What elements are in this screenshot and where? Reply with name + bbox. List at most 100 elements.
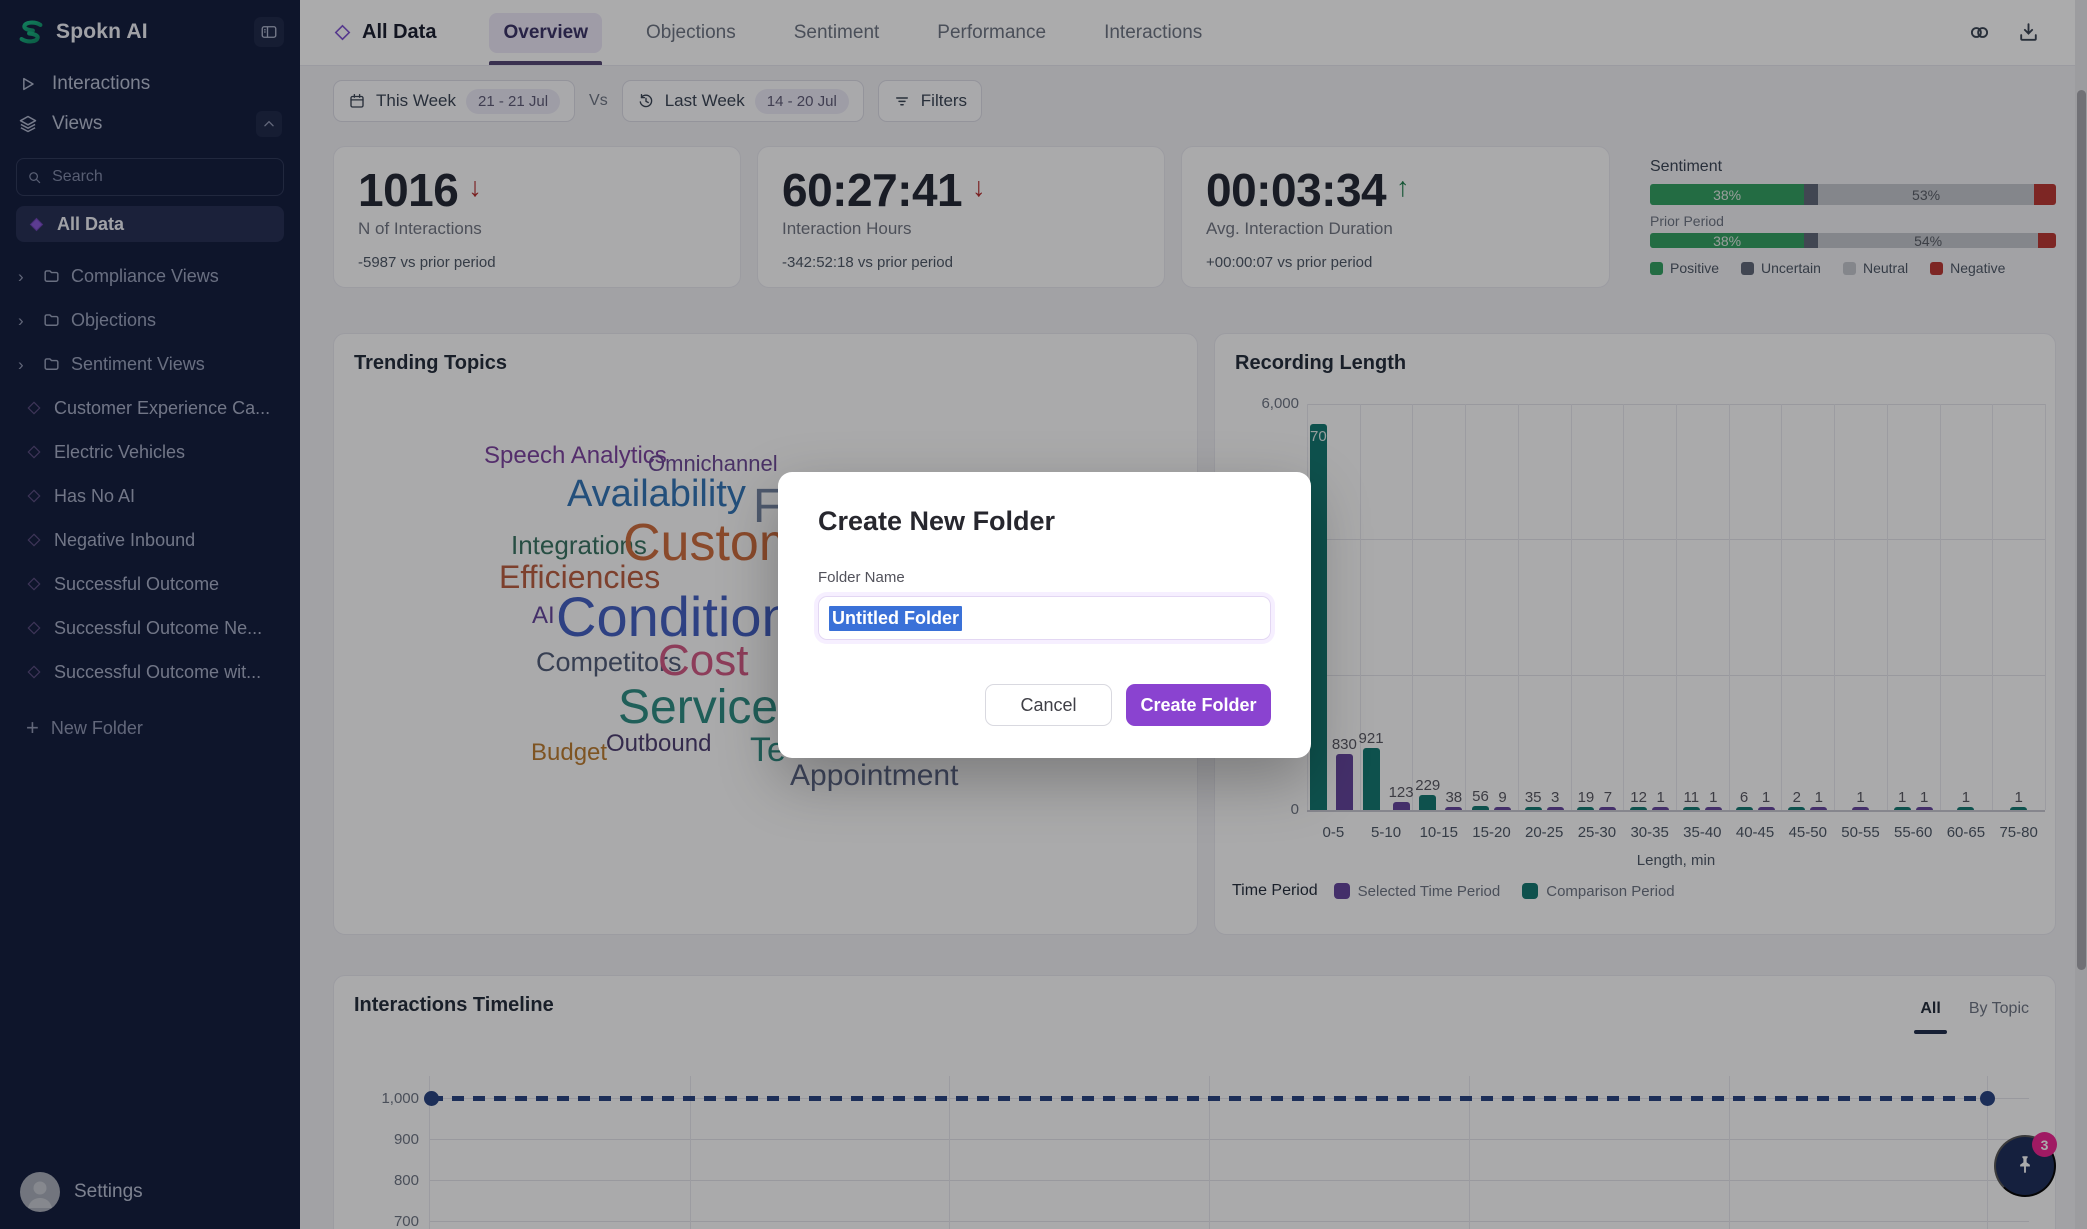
filters-button[interactable]: Filters (877, 80, 983, 122)
folder-name-input[interactable]: Untitled Folder (818, 596, 1271, 640)
tab-performance[interactable]: Performance (923, 0, 1060, 65)
page-scrollbar[interactable] (2075, 0, 2087, 1229)
sidebar-view-has-no-ai[interactable]: Has No AI (0, 474, 300, 518)
trend-up-icon: ↑ (1396, 172, 1410, 202)
tab-label: Overview (489, 12, 602, 53)
sidebar-view-customer-experience-ca[interactable]: Customer Experience Ca... (0, 386, 300, 430)
legend-label: Selected Time Period (1357, 882, 1501, 900)
topic-word-cost[interactable]: Cost (658, 636, 749, 685)
legend-item-negative: Negative (1930, 260, 2005, 276)
chevron-right-icon: › (18, 354, 24, 374)
views-collapse-button[interactable] (256, 111, 282, 137)
sidebar-item-label: Views (52, 113, 103, 134)
bar-selected-time-period (1704, 807, 1722, 810)
gridline (1412, 404, 1414, 810)
bar-comparison-period (2010, 807, 2028, 810)
tab-label: Sentiment (793, 21, 880, 43)
tab-objections[interactable]: Objections (632, 0, 750, 65)
bar-value-label: 1 (1898, 789, 1907, 806)
tab-overview[interactable]: Overview (489, 0, 602, 65)
sidebar-folder-compliance-views[interactable]: › Compliance Views (18, 265, 219, 286)
sidebar-item-all-data[interactable]: All Data (16, 206, 284, 242)
sidebar-item-views[interactable]: Views (0, 104, 300, 144)
comparison-selector-button[interactable]: Last Week 14 - 20 Jul (621, 80, 864, 122)
tab-label: Interactions (1104, 21, 1203, 43)
download-button[interactable] (2016, 20, 2041, 45)
y-tick: 800 (393, 1172, 419, 1189)
bar-group-10-15: 229 38 (1412, 404, 1465, 810)
sidebar-collapse-button[interactable] (254, 17, 284, 47)
data-point (424, 1091, 439, 1106)
topic-word-custom[interactable]: Custom (623, 514, 803, 572)
sidebar-view-negative-inbound[interactable]: Negative Inbound (0, 518, 300, 562)
new-folder-button[interactable]: + New Folder (0, 708, 300, 748)
scrollbar-thumb[interactable] (2076, 90, 2086, 970)
sidebar-search[interactable] (16, 158, 284, 196)
settings-label: Settings (74, 1181, 143, 1202)
bar-column: 19 (1577, 404, 1595, 810)
create-folder-button[interactable]: Create Folder (1126, 684, 1271, 726)
sidebar-view-successful-outcome[interactable]: Successful Outcome (0, 562, 300, 606)
negative-swatch-icon (1930, 261, 1944, 275)
bar-value-label: 921 (1358, 730, 1384, 747)
sidebar-item-interactions[interactable]: Interactions (0, 64, 300, 104)
sidebar-folder-objections[interactable]: › Objections (18, 309, 157, 330)
topic-word-omnichannel[interactable]: Omnichannel (648, 451, 778, 476)
gridline (429, 1221, 2029, 1222)
settings-button[interactable]: Settings (0, 1155, 300, 1229)
share-link-button[interactable] (1967, 20, 1992, 45)
sidebar-view-successful-outcome-ne[interactable]: Successful Outcome Ne... (0, 606, 300, 650)
topic-word-availability[interactable]: Availability (567, 473, 746, 515)
topic-word-competitors[interactable]: Competitors (536, 647, 682, 677)
x-tick: 75-80 (1999, 824, 2038, 841)
x-tick: 55-60 (1894, 824, 1933, 841)
bar-value-label: 38 (1445, 789, 1463, 806)
legend-item-selected-time-period: Selected Time Period (1333, 882, 1501, 900)
bar-selected-time-period (1445, 807, 1463, 810)
tab-sentiment[interactable]: Sentiment (780, 0, 894, 65)
cancel-button[interactable]: Cancel (985, 684, 1112, 726)
bar-value-label: 19 (1577, 789, 1595, 806)
topic-word-condition[interactable]: Condition (556, 585, 793, 648)
topic-word-ai[interactable]: AI (532, 602, 555, 629)
bar-column: 921 (1359, 404, 1384, 810)
bar-value-label: 1 (1761, 789, 1771, 806)
positive-swatch-icon (1650, 261, 1663, 275)
topic-word-integrations[interactable]: Integrations (511, 530, 647, 560)
bar-value-label: 3 (1551, 789, 1560, 806)
legend-item-uncertain: Uncertain (1741, 260, 1821, 276)
tab-by-topic[interactable]: By Topic (1968, 1000, 2029, 1017)
topic-word-efficiencies[interactable]: Efficiencies (499, 559, 661, 595)
sentiment-bar-current: 38% 53% (1650, 184, 2056, 205)
gridline (1209, 1076, 1210, 1229)
sidebar-view-electric-vehicles[interactable]: Electric Vehicles (0, 430, 300, 474)
sidebar-folder-sentiment-views[interactable]: › Sentiment Views (18, 353, 205, 374)
bar-column: 1 (1652, 404, 1670, 810)
topic-word-outbound[interactable]: Outbound (606, 730, 712, 757)
gridline (1729, 1076, 1730, 1229)
y-tick: 700 (393, 1213, 419, 1229)
topic-word-budget[interactable]: Budget (531, 739, 608, 766)
folder-icon (44, 357, 59, 370)
legend-item-neutral: Neutral (1842, 260, 1909, 276)
kpi-delta: -342:52:18 vs prior period (782, 254, 953, 271)
bar-value-label: 7 (1603, 789, 1613, 806)
gridline (1886, 404, 1888, 810)
period-selector-button[interactable]: This Week 21 - 21 Jul (333, 80, 576, 122)
folder-icon (44, 269, 59, 282)
y-tick: 1,000 (381, 1090, 419, 1107)
topic-word-f[interactable]: F (753, 480, 783, 533)
timeline-tabs: All By Topic (1914, 1000, 2029, 1034)
tab-interactions[interactable]: Interactions (1090, 0, 1216, 65)
search-input[interactable] (50, 167, 273, 187)
topic-word-appointment[interactable]: Appointment (790, 759, 959, 792)
topbar: All Data Overview Objections Sentiment Perf… (300, 0, 2087, 66)
bar-comparison-period (1524, 807, 1542, 810)
pinned-items-fab[interactable]: 3 (1994, 1132, 2057, 1197)
tab-all[interactable]: All (1914, 1000, 1948, 1034)
bar-column: 1 (1851, 404, 1869, 810)
legend-label: Neutral (1862, 260, 1909, 276)
link-icon (1970, 27, 1989, 38)
topic-word-speech-analytics[interactable]: Speech Analytics (484, 442, 667, 469)
sidebar-view-successful-outcome-wit[interactable]: Successful Outcome wit... (0, 650, 300, 694)
